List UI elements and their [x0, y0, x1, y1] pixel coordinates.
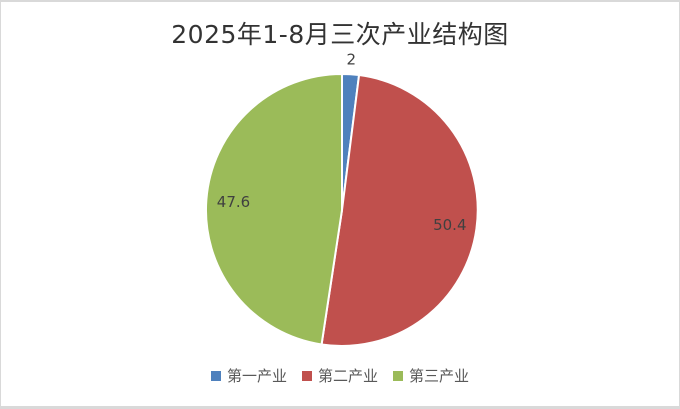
legend-swatch-secondary-industry: [301, 370, 312, 381]
data-label-tertiary-industry: 47.6: [217, 193, 250, 211]
pie-slice-secondary-industry[interactable]: [320, 74, 479, 347]
legend-swatch-tertiary-industry: [393, 370, 403, 381]
legend-label-tertiary-industry: 第三产业: [409, 367, 470, 385]
legend-swatch-primary-industry: [210, 370, 221, 381]
data-label-secondary-industry: 50.4: [433, 216, 466, 234]
chart-title[interactable]: 2025年1-8月三次产业结构图: [171, 20, 509, 49]
legend-item-secondary-industry[interactable]: 第二产业: [301, 365, 378, 386]
chart-legend: 第一产业 第二产业 第三产业: [1, 365, 679, 386]
pie-slice-tertiary-industry[interactable]: [204, 73, 343, 346]
legend-item-primary-industry[interactable]: 第一产业: [210, 365, 287, 386]
legend-label-secondary-industry: 第二产业: [317, 367, 378, 385]
data-label-primary-industry: 2: [347, 50, 357, 68]
legend-label-primary-industry: 第一产业: [226, 367, 287, 385]
legend-item-tertiary-industry[interactable]: 第三产业: [393, 365, 469, 386]
